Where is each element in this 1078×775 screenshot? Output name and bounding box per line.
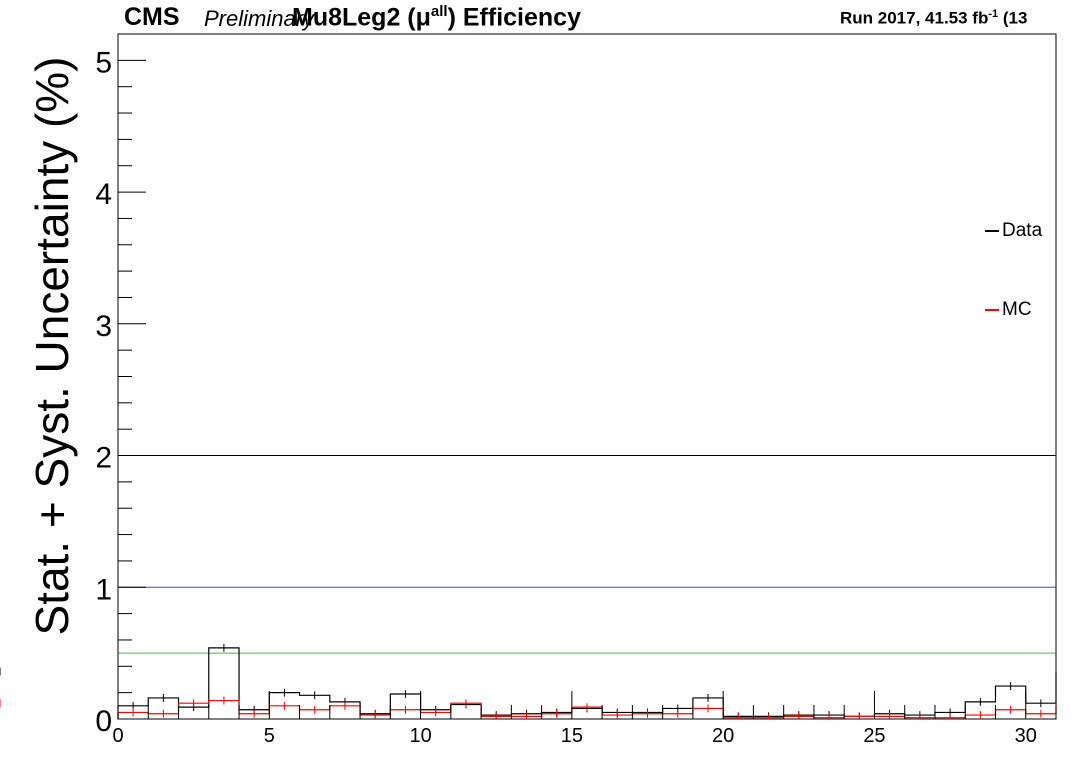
y-tick-label: 5 [95,46,112,79]
title-superscript: all [430,3,448,20]
cms-label: CMS [124,3,180,31]
y-tick-label: 4 [95,178,112,211]
lumi-superscript: -1 [988,8,999,20]
y-tick-label: 0 [95,705,112,738]
x-tick-label: 10 [409,725,431,747]
y-tick-label: 2 [95,442,112,475]
y-tick-label: 3 [95,310,112,343]
x-tick-label: 0 [112,725,123,747]
chart-title: Mu8Leg2 (μall) Efficiency [292,3,581,32]
x-tick-label: 20 [712,725,734,747]
x-tick-label: 25 [863,725,885,747]
x-tick-label: 30 [1015,725,1037,747]
title-text-end: ) Efficiency [447,3,581,32]
legend-label-data: Data [1002,220,1043,241]
legend-label-mc: MC [1002,299,1032,320]
lumi-text: Run 2017, 41.53 fb [840,8,989,28]
lumi-label: Run 2017, 41.53 fb-1 (13 [840,8,1027,29]
preliminary-label: Preliminary [204,6,315,31]
legend-entry-data: Data [985,220,1042,242]
legend-swatch-mc [985,308,999,311]
legend-swatch-data [985,229,999,232]
x-tick-label: 5 [264,725,275,747]
plot-frame [117,33,1057,720]
x-tick-label: 15 [561,725,583,747]
y-tick-label: 1 [95,573,112,606]
title-text: Mu8Leg2 (μ [292,3,431,32]
lumi-text-end: (13 [998,8,1028,28]
legend-entry-mc: MC [985,299,1032,321]
y-axis-label: Stat. + Syst. Uncertainty (%) [26,56,78,636]
